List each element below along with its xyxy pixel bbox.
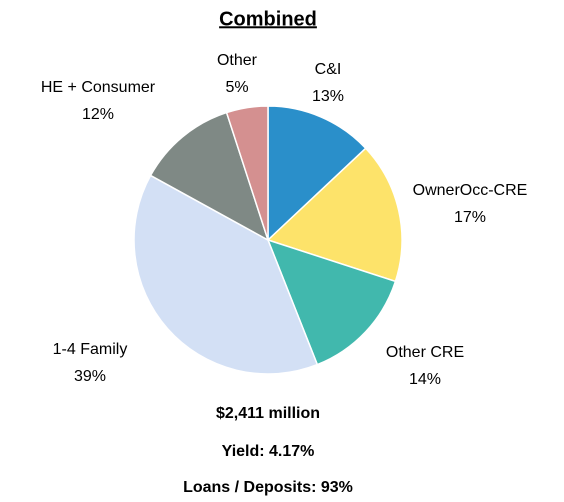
value-label: 5% [225,79,248,96]
value-label: 13% [312,88,344,105]
note: Yield: 4.17% [222,443,315,460]
value-label: 12% [82,106,114,123]
value-label: 17% [454,209,486,226]
note: $2,411 million [216,405,320,422]
note: Loans / Deposits: 93% [183,479,353,496]
pie-slice [267,105,367,242]
chart-title: Combined [219,8,317,30]
slice-label: Other [217,52,258,69]
slice-label: C&I [315,61,342,78]
pie-slice [133,174,319,375]
pie-slice [266,147,403,283]
pie-slice [225,105,269,241]
pie-slice [149,111,270,242]
value-label: 14% [409,371,441,388]
slice-label: HE + Consumer [41,79,156,96]
slice-label: Other CRE [386,344,464,361]
slice-label: OwnerOcc-CRE [413,182,528,199]
pie-slice [266,238,397,366]
value-label: 39% [74,368,106,385]
slice-label: 1-4 Family [53,341,128,358]
